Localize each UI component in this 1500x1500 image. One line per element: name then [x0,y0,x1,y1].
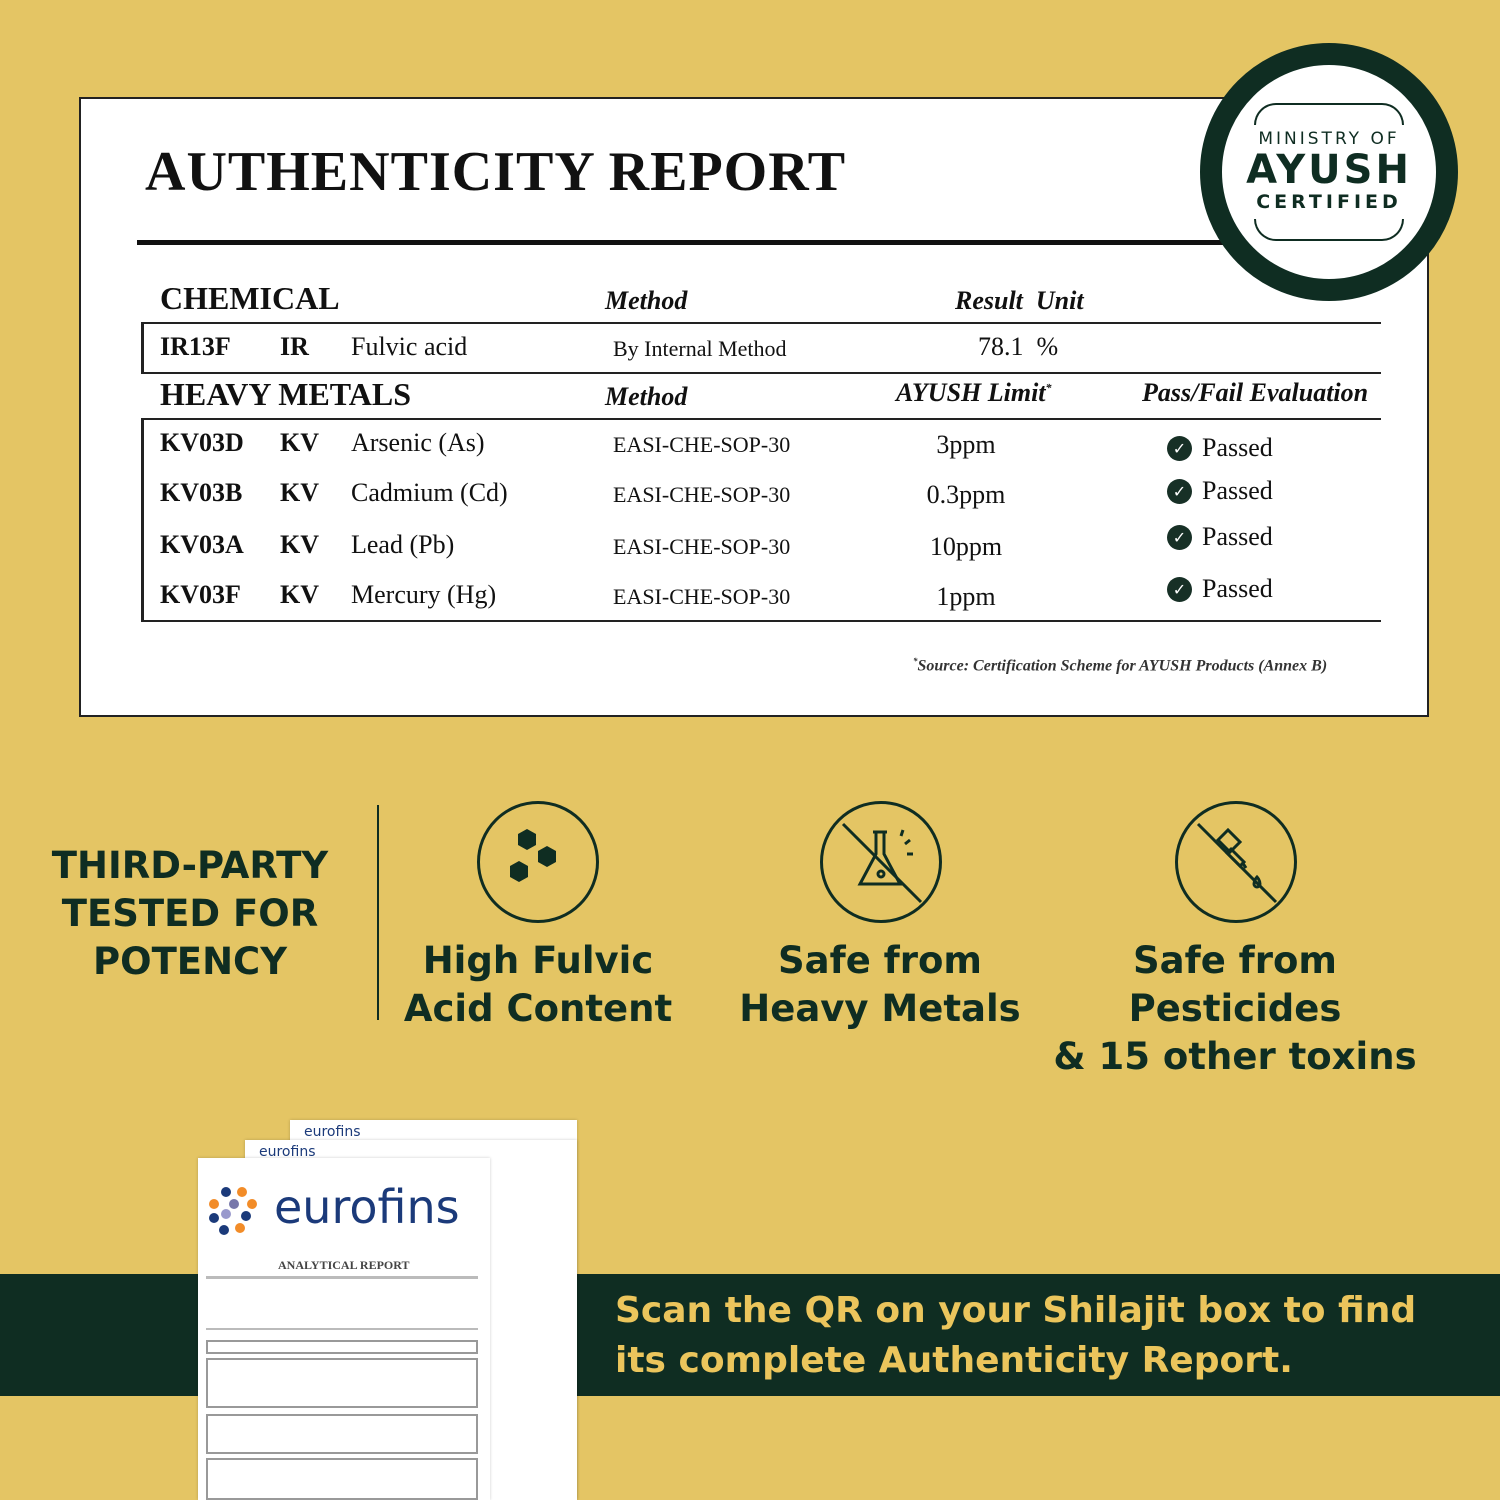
result-header: Result Unit [955,286,1084,315]
metal-code: KV03F [160,580,241,609]
metal-name: Lead (Pb) [351,530,455,559]
document-page-front: eurofins ANALYTICAL REPORT [198,1158,490,1500]
status-badge: ✓ Passed [1167,433,1273,463]
metal-name: Arsenic (As) [351,428,485,457]
badge-arc-top [1254,103,1404,125]
feature-pesticides: Safe from Pesticides & 15 other toxins [1053,939,1417,1078]
status-badge: ✓ Passed [1167,476,1273,506]
third-party-headline: THIRD-PARTY TESTED FOR POTENCY [51,844,329,983]
hm-method-header: Method [605,382,688,411]
metal-method: EASI-CHE-SOP-30 [613,534,791,559]
chem-method: By Internal Method [613,336,787,361]
title-rule [137,240,1237,245]
qr-banner-text: Scan the QR on your Shilajit box to find… [615,1290,1417,1381]
eval-header: Pass/Fail Evaluation [1142,378,1369,407]
metal-method: EASI-CHE-SOP-30 [613,584,791,609]
chem-name: Fulvic acid [351,332,468,361]
metal-type: KV [280,530,319,559]
metal-type: KV [280,428,319,457]
status-badge: ✓ Passed [1167,574,1273,604]
metal-type: KV [280,580,319,609]
badge-line2: AYUSH [1246,147,1412,193]
chem-code: IR13F [160,332,231,361]
status-badge: ✓ Passed [1167,522,1273,552]
analytical-report-title: ANALYTICAL REPORT [278,1258,410,1272]
metal-code: KV03B [160,478,243,507]
check-circle-icon: ✓ [1167,576,1192,602]
hexagons-icon [477,801,599,923]
heavy-metals-box [141,418,1381,622]
metal-type: KV [280,478,319,507]
metal-limit: 10ppm [929,532,1003,561]
heavy-metals-header: HEAVY METALS [160,376,412,412]
metal-code: KV03D [160,428,244,457]
chem-result: 78.1 % [978,332,1059,361]
feature-high-fulvic: High Fulvic Acid Content [403,939,673,1030]
badge-arc-bottom [1254,219,1404,241]
limit-header: AYUSH Limit* [896,378,1052,407]
metal-method: EASI-CHE-SOP-30 [613,482,791,507]
metal-name: Mercury (Hg) [351,580,497,609]
report-title: AUTHENTICITY REPORT [145,141,847,203]
feature-heavy-metals: Safe from Heavy Metals [739,939,1021,1030]
dropper-icon [1175,801,1297,923]
check-circle-icon: ✓ [1167,478,1192,504]
divider [377,805,379,1020]
metal-limit: 3ppm [936,430,996,459]
ayush-certified-badge: MINISTRY OF AYUSH CERTIFIED [1200,43,1458,301]
metal-name: Cadmium (Cd) [351,478,508,507]
metal-code: KV03A [160,530,244,559]
chemical-row-box [141,322,1381,374]
badge-line1: MINISTRY OF [1258,129,1400,149]
footnote: *Source: Certification Scheme for AYUSH … [913,656,1328,675]
badge-line3: CERTIFIED [1256,191,1402,213]
method-header: Method [605,286,688,315]
metal-method: EASI-CHE-SOP-30 [613,432,791,457]
eurofins-logo-icon [209,1187,257,1235]
check-circle-icon: ✓ [1167,435,1192,461]
eurofins-logo-text: eurofins [274,1180,460,1234]
metal-limit: 0.3ppm [926,480,1006,509]
metal-limit: 1ppm [936,582,996,611]
check-circle-icon: ✓ [1167,524,1192,550]
chemical-header: CHEMICAL [160,280,340,316]
chem-type: IR [280,332,309,361]
flask-icon [820,801,942,923]
